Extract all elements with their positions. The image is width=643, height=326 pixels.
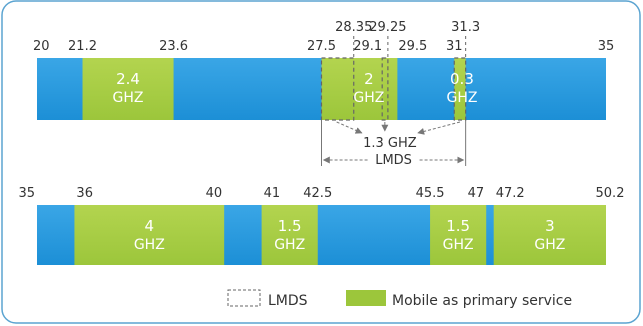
lmds-arrow-right xyxy=(417,121,461,135)
row1-lmds-box-3 xyxy=(453,57,467,121)
row1-band-value-1: 2.4 xyxy=(116,70,140,88)
row1-tick-label: 23.6 xyxy=(159,39,188,54)
row2-band-unit-2: GHZ xyxy=(274,237,305,253)
legend-lmds-label: LMDS xyxy=(268,293,308,309)
row1-band-unit-3: GHZ xyxy=(446,90,477,106)
row2-band-unit-3: GHZ xyxy=(443,237,474,253)
row1-mobile-band-2 xyxy=(321,58,398,120)
row1-tick-label: 21.2 xyxy=(68,39,97,54)
row2-band-unit-1: GHZ xyxy=(134,237,165,253)
row1-mobile-band-1 xyxy=(82,58,174,120)
row2-tick-label: 47 xyxy=(468,186,485,201)
row2-band-unit-4: GHZ xyxy=(534,237,565,253)
row2-tick-label: 42.5 xyxy=(303,186,332,201)
row1-tick-label: 31.3 xyxy=(451,20,480,35)
row1-band-value-2: 2 xyxy=(364,70,374,88)
legend-mobile-label: Mobile as primary service xyxy=(392,293,572,309)
row1-tick-label: 27.5 xyxy=(307,39,336,54)
row1-lmds-box-1 xyxy=(320,57,355,121)
row2-band-value-4: 3 xyxy=(545,217,555,235)
legend-lmds-swatch xyxy=(227,289,261,307)
row2-tick-label: 45.5 xyxy=(416,186,445,201)
row1-tick-label: 28.35 xyxy=(335,20,372,35)
row1-band-unit-1: GHZ xyxy=(113,90,144,106)
row1-tick-label: 29.5 xyxy=(398,39,427,54)
lmds-arrow-left xyxy=(336,121,363,134)
row-35-50ghz: 4 GHZ 1.5 GHZ 1.5 GHZ 3 GHZ 35 36 40 41 42.5 45.5 47 47… xyxy=(18,186,624,265)
legend: LMDS Mobile as primary service xyxy=(227,289,572,309)
row1-tick-label: 35 xyxy=(598,39,615,54)
row2-mobile-band-3 xyxy=(430,205,487,265)
lmds-range-label: LMDS xyxy=(375,153,412,168)
row1-tick-label: 20 xyxy=(33,39,50,54)
row2-tick-label: 47.2 xyxy=(496,186,525,201)
row2-tick-label: 41 xyxy=(264,186,281,201)
row-20-35ghz: 2.4 GHZ 2 GHZ 0.3 GHZ 20 21.2 23.6 27.5 28.35 29.1 2… xyxy=(33,20,615,121)
lmds-annotation: 1.3 GHZ LMDS xyxy=(321,120,467,168)
row2-mobile-band-4 xyxy=(493,205,606,265)
row1-band-value-3: 0.3 xyxy=(450,70,474,88)
row2-mobile-band-2 xyxy=(261,205,318,265)
lmds-sum-label: 1.3 GHZ xyxy=(363,136,417,151)
row2-tick-label: 35 xyxy=(18,186,35,201)
row2-band-value-3: 1.5 xyxy=(446,217,470,235)
row1-tick-label: 29.1 xyxy=(353,39,382,54)
row2-band-value-1: 4 xyxy=(145,217,155,235)
row1-mobile-band-3 xyxy=(454,58,466,120)
row2-band-value-2: 1.5 xyxy=(278,217,302,235)
row1-lmds-box-2 xyxy=(381,57,389,121)
row2-tick-label: 36 xyxy=(76,186,93,201)
row1-band-unit-2: GHZ xyxy=(353,90,384,106)
row2-tick-label: 40 xyxy=(206,186,223,201)
row2-tick-label: 50.2 xyxy=(596,186,625,201)
row2-mobile-band-1 xyxy=(74,205,225,265)
row1-tick-label: 31 xyxy=(446,39,463,54)
legend-mobile-swatch xyxy=(346,290,386,306)
row1-tick-label: 29.25 xyxy=(369,20,406,35)
